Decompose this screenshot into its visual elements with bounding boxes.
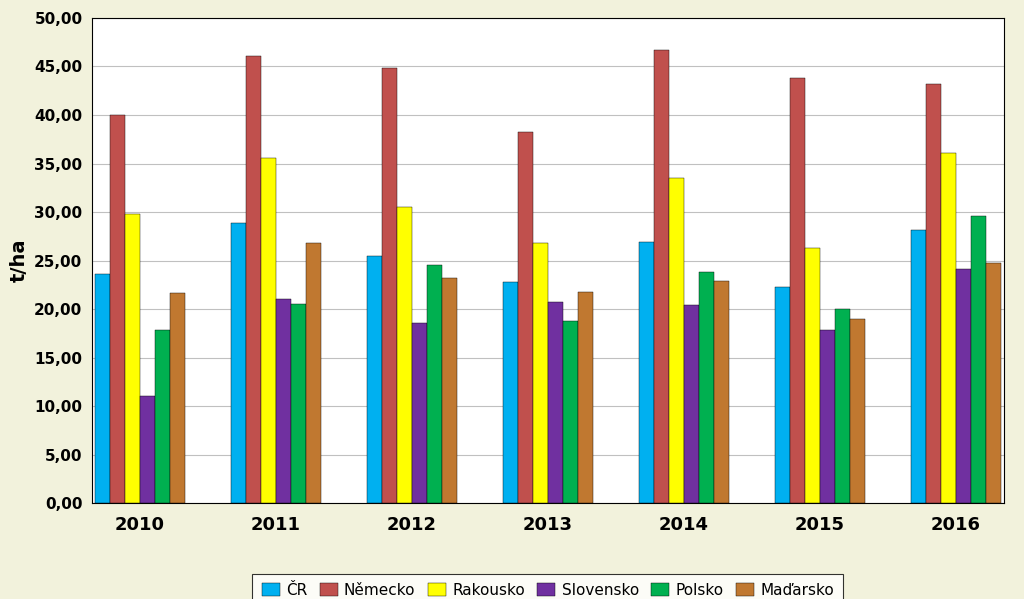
Bar — [699, 272, 714, 503]
Bar — [775, 287, 790, 503]
Bar — [155, 331, 170, 503]
Bar — [125, 214, 139, 503]
Bar — [139, 397, 155, 503]
Bar — [532, 243, 548, 503]
Bar — [714, 281, 729, 503]
Bar — [653, 50, 669, 503]
Bar — [563, 320, 578, 503]
Bar — [790, 78, 805, 503]
Bar — [971, 216, 986, 503]
Bar — [910, 231, 926, 503]
Bar — [850, 319, 865, 503]
Bar — [926, 84, 941, 503]
Bar — [261, 158, 275, 503]
Bar — [503, 282, 518, 503]
Bar — [835, 309, 850, 503]
Bar — [578, 292, 593, 503]
Bar — [442, 278, 457, 503]
Legend: ČR, Německo, Rakousko, Slovensko, Polsko, Maďarsko: ČR, Německo, Rakousko, Slovensko, Polsko… — [253, 574, 843, 599]
Bar — [805, 248, 820, 503]
Bar — [639, 242, 653, 503]
Bar — [110, 115, 125, 503]
Bar — [986, 264, 1001, 503]
Bar — [412, 323, 427, 503]
Bar — [382, 68, 396, 503]
Bar — [669, 178, 684, 503]
Bar — [396, 207, 412, 503]
Bar — [306, 243, 321, 503]
Bar — [291, 304, 306, 503]
Bar — [956, 270, 971, 503]
Bar — [548, 302, 563, 503]
Bar — [170, 292, 185, 503]
Bar — [684, 305, 699, 503]
Bar — [941, 153, 956, 503]
Bar — [275, 300, 291, 503]
Bar — [427, 265, 442, 503]
Bar — [367, 256, 382, 503]
Bar — [820, 331, 835, 503]
Y-axis label: t/ha: t/ha — [9, 239, 29, 282]
Bar — [230, 223, 246, 503]
Bar — [246, 56, 261, 503]
Bar — [518, 132, 532, 503]
Bar — [94, 274, 110, 503]
